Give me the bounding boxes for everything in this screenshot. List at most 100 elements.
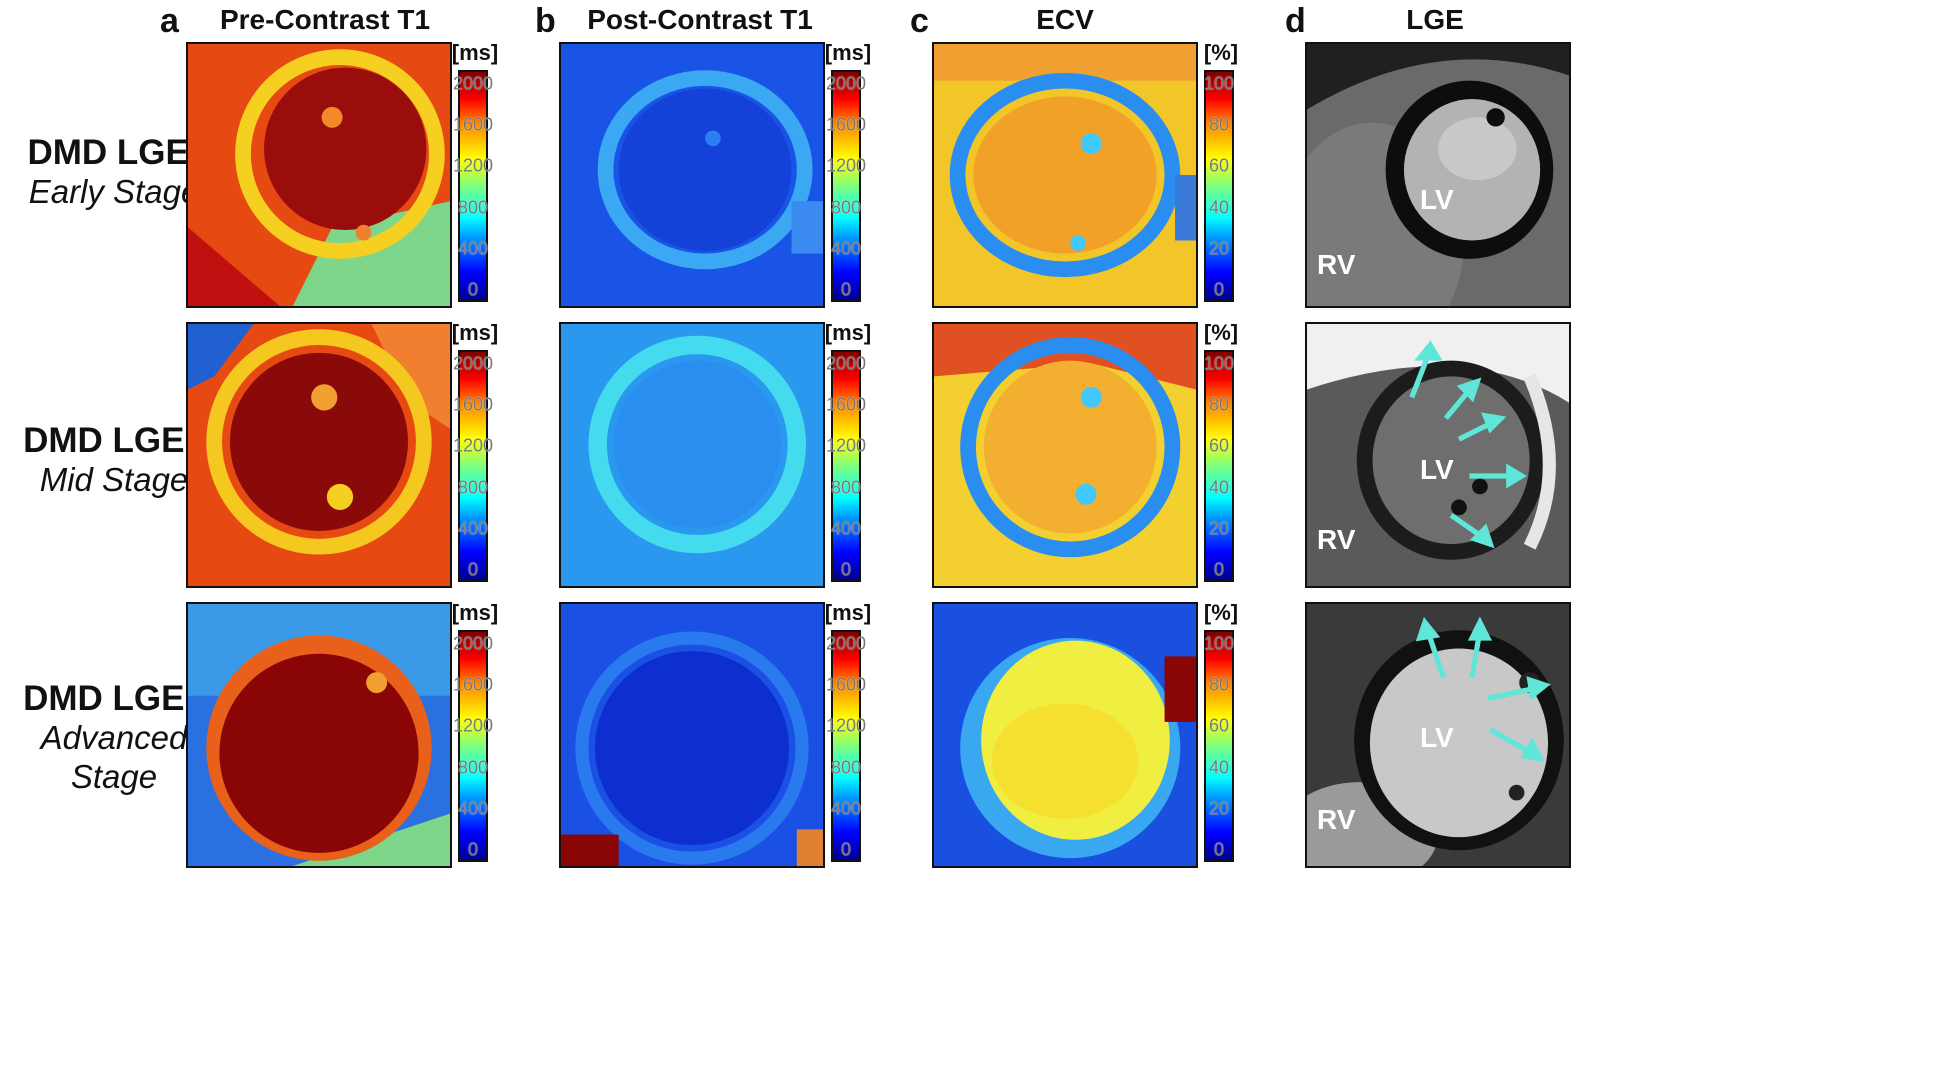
colorbar-unit: [ms]	[824, 40, 872, 65]
colorbar-tick-label: 1200	[826, 715, 867, 736]
row-stage: Mid Stage	[39, 461, 189, 499]
colorbar-tick-label: 40	[1208, 197, 1230, 218]
colorbar-tick-label: 0	[1213, 279, 1224, 300]
colorbar-tick-label: 800	[457, 197, 489, 218]
colorbar-tick-label: 2000	[453, 73, 494, 94]
colorbar-tick-label: 1600	[453, 114, 494, 135]
panel-letter-b: b	[535, 2, 556, 40]
colorbar-tick-label: 400	[457, 518, 489, 539]
colorbar-tick-label: 400	[830, 238, 862, 259]
colorbar-tick-label: 800	[830, 197, 862, 218]
colorbar-tick-label: 1600	[453, 674, 494, 695]
colorbar-unit: [%]	[1203, 600, 1239, 625]
colorbar-tick-label: 800	[457, 757, 489, 778]
colorbar-tick-label: 20	[1208, 518, 1230, 539]
colorbar-tick-label: 1200	[453, 435, 494, 456]
column-title-lge: LGE	[1406, 4, 1464, 35]
colorbar	[1204, 350, 1234, 582]
colorbar-tick-label: 400	[457, 238, 489, 259]
colorbar	[831, 350, 861, 582]
colorbar	[458, 70, 488, 302]
colorbar-tick-label: 800	[830, 477, 862, 498]
colorbar-tick-label: 0	[467, 559, 478, 580]
colorbar-tick-label: 1200	[453, 715, 494, 736]
colorbar-unit: [ms]	[451, 320, 499, 345]
colorbar	[1204, 70, 1234, 302]
colorbar-tick-label: 1600	[826, 114, 867, 135]
row-stage: Stage	[70, 758, 158, 796]
colorbar-tick-label: 1600	[826, 674, 867, 695]
colorbar-tick-label: 1200	[453, 155, 494, 176]
row-title: DMD LGE-	[27, 133, 201, 172]
colorbar-tick-label: 2000	[453, 633, 494, 654]
colorbar-tick-label: 800	[830, 757, 862, 778]
row-label-3: DMD LGE+ Advanced Stage	[0, 678, 228, 797]
colorbar-unit: [%]	[1203, 320, 1239, 345]
colorbar-tick-label: 2000	[826, 73, 867, 94]
row-label-1: DMD LGE- Early Stage	[0, 132, 228, 212]
ecv-map-mid	[932, 322, 1198, 588]
colorbar	[831, 630, 861, 862]
lge-image-mid: LV RV	[1305, 322, 1571, 588]
colorbar-tick-label: 1200	[826, 435, 867, 456]
colorbar-tick-label: 0	[840, 559, 851, 580]
colorbar-tick-label: 60	[1208, 155, 1230, 176]
colorbar-unit: [ms]	[824, 320, 872, 345]
row-title: DMD LGE+	[23, 421, 205, 460]
lv-label: LV	[1420, 184, 1454, 215]
rv-label: RV	[1317, 524, 1356, 555]
ecv-map-advanced	[932, 602, 1198, 868]
colorbar-tick-label: 100	[1203, 353, 1235, 374]
colorbar-tick-label: 800	[457, 477, 489, 498]
colorbar-tick-label: 400	[457, 798, 489, 819]
colorbar-tick-label: 0	[840, 279, 851, 300]
post-contrast-t1-map-mid	[559, 322, 825, 588]
lv-label: LV	[1420, 454, 1454, 485]
colorbar-tick-label: 0	[840, 839, 851, 860]
pre-contrast-t1-map-early	[186, 42, 452, 308]
colorbar-tick-label: 2000	[453, 353, 494, 374]
colorbar-tick-label: 2000	[826, 353, 867, 374]
pre-contrast-t1-map-advanced	[186, 602, 452, 868]
colorbar-tick-label: 400	[830, 518, 862, 539]
panel-letter-c: c	[910, 2, 929, 40]
colorbar-tick-label: 40	[1208, 477, 1230, 498]
post-contrast-t1-map-early	[559, 42, 825, 308]
colorbar-tick-label: 80	[1208, 114, 1230, 135]
colorbar-tick-label: 40	[1208, 757, 1230, 778]
colorbar-tick-label: 0	[1213, 839, 1224, 860]
colorbar-unit: [ms]	[451, 40, 499, 65]
colorbar-tick-label: 80	[1208, 394, 1230, 415]
panel-letter-d: d	[1285, 2, 1306, 40]
colorbar-tick-label: 20	[1208, 798, 1230, 819]
row-stage: Early Stage	[28, 173, 200, 211]
colorbar-tick-label: 1200	[826, 155, 867, 176]
colorbar-tick-label: 400	[830, 798, 862, 819]
colorbar-tick-label: 60	[1208, 715, 1230, 736]
panel-letter-a: a	[160, 2, 179, 40]
colorbar-tick-label: 2000	[826, 633, 867, 654]
lge-image-advanced: LV RV	[1305, 602, 1571, 868]
row-title: DMD LGE+	[23, 679, 205, 718]
column-title-post-contrast: Post-Contrast T1	[587, 4, 813, 35]
row-stage: Advanced	[40, 719, 188, 757]
colorbar-unit: [ms]	[824, 600, 872, 625]
rv-label: RV	[1317, 249, 1356, 280]
colorbar	[458, 630, 488, 862]
colorbar-tick-label: 80	[1208, 674, 1230, 695]
colorbar-tick-label: 1600	[453, 394, 494, 415]
lge-image-early: LV RV	[1305, 42, 1571, 308]
colorbar-tick-label: 60	[1208, 435, 1230, 456]
colorbar-tick-label: 0	[467, 279, 478, 300]
colorbar-tick-label: 100	[1203, 633, 1235, 654]
rv-label: RV	[1317, 804, 1356, 835]
colorbar	[831, 70, 861, 302]
colorbar-tick-label: 0	[467, 839, 478, 860]
ecv-map-early	[932, 42, 1198, 308]
post-contrast-t1-map-advanced	[559, 602, 825, 868]
colorbar-unit: [ms]	[451, 600, 499, 625]
colorbar-tick-label: 20	[1208, 238, 1230, 259]
colorbar-unit: [%]	[1203, 40, 1239, 65]
pre-contrast-t1-map-mid	[186, 322, 452, 588]
colorbar-tick-label: 100	[1203, 73, 1235, 94]
